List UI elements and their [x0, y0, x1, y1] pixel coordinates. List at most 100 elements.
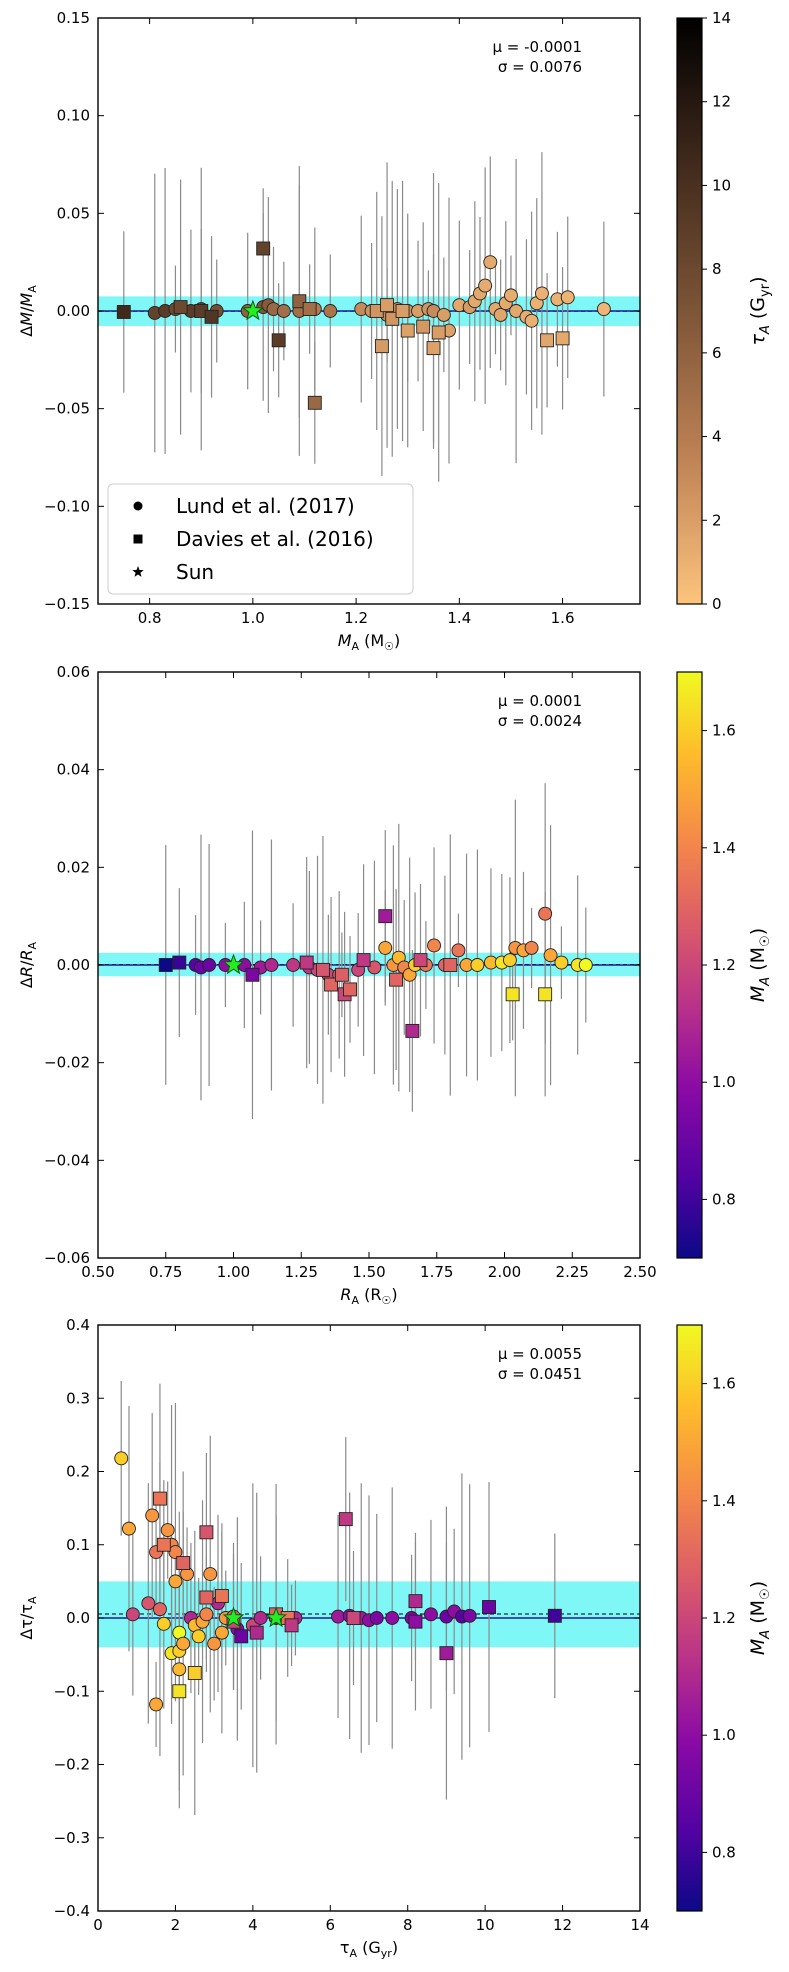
data-point-lund: [478, 278, 493, 293]
data-point-davies: [385, 311, 400, 326]
data-point-lund: [172, 1662, 187, 1677]
y-tick-label: −0.4: [54, 1902, 90, 1920]
x-tick-label: 1.4: [447, 609, 471, 627]
y-tick-label: −0.10: [44, 497, 90, 515]
data-point-davies: [158, 958, 173, 972]
x-tick-label: 6: [326, 1916, 336, 1934]
data-point-davies: [346, 1611, 361, 1625]
data-point-davies: [555, 331, 570, 346]
data-point-lund: [114, 1451, 129, 1466]
stat-sigma: σ = 0.0024: [498, 712, 582, 730]
data-point-lund: [534, 286, 549, 301]
data-point-lund: [203, 1567, 218, 1582]
data-point-lund: [502, 953, 517, 968]
x-tick-label: 1.50: [352, 1263, 385, 1281]
y-axis-label: ΔR/RA: [17, 941, 39, 988]
y-tick-label: −0.05: [44, 400, 90, 418]
colorbar-tick-label: 14: [712, 9, 731, 27]
colorbar-tick-label: 1.6: [712, 1375, 736, 1393]
data-point-davies: [284, 1618, 299, 1633]
data-point-lund: [168, 1574, 183, 1589]
data-point-lund: [578, 958, 593, 972]
data-point-lund: [122, 1521, 136, 1536]
data-point-lund: [423, 1607, 438, 1622]
data-point-lund: [168, 1545, 183, 1560]
data-point-davies: [538, 987, 553, 1002]
x-tick-label: 14: [630, 1916, 649, 1934]
data-point-davies: [343, 982, 357, 997]
data-point-davies: [234, 1629, 249, 1644]
data-point-davies: [540, 333, 555, 348]
data-point-davies: [245, 967, 260, 982]
data-point-lund: [253, 1611, 268, 1625]
colorbar-label: MA (M☉): [747, 928, 773, 1002]
data-point-lund: [214, 1625, 229, 1640]
data-point-lund: [524, 313, 539, 328]
y-tick-label: 0.06: [57, 663, 90, 681]
x-tick-label: 1.25: [285, 1263, 318, 1281]
colorbar-tick-label: 10: [712, 176, 731, 194]
data-point-sun: [222, 953, 245, 975]
x-tick-label: 2.25: [556, 1263, 589, 1281]
stat-sigma: σ = 0.0076: [498, 58, 582, 76]
data-point-lund: [331, 1609, 345, 1624]
data-point-lund: [554, 955, 569, 970]
y-axis-label: ΔM/MA: [17, 285, 39, 337]
y-tick-label: 0.00: [57, 302, 90, 320]
x-tick-label: 0.75: [149, 1263, 182, 1281]
y-tick-label: −0.04: [44, 1151, 90, 1169]
data-point-sun: [241, 299, 264, 321]
data-point-lund: [543, 948, 558, 963]
data-point-davies: [173, 300, 188, 315]
x-tick-label: 0: [93, 1916, 103, 1934]
data-point-davies: [256, 241, 271, 256]
data-point-davies: [156, 1537, 171, 1552]
data-point-lund: [149, 1697, 164, 1712]
data-point-lund: [470, 958, 485, 972]
x-tick-label: 10: [476, 1916, 495, 1934]
stat-sigma: σ = 0.0451: [498, 1365, 582, 1383]
data-point-lund: [378, 940, 393, 955]
data-point-davies: [172, 1684, 187, 1699]
legend-entry: Sun: [176, 560, 214, 584]
data-point-davies: [199, 1525, 214, 1540]
data-point-davies: [334, 967, 349, 982]
legend-box: [107, 483, 414, 595]
x-axis-label: MA (M☉): [338, 631, 401, 653]
legend: Lund et al. (2017) Davies et al. (2016) Su…: [107, 483, 414, 595]
chart-panel-3: 0 2 4 6 8 10 12 14 0.4 0.3 0.2 0.1 0.0 −0.1 −0.2 −0.3 −0…: [17, 1316, 773, 1960]
data-point-davies: [271, 333, 286, 348]
plot-area: [98, 1380, 640, 1816]
colorbar-tick-label: 0.8: [712, 1843, 736, 1861]
x-tick-label: 4: [248, 1916, 258, 1934]
data-point-lund: [191, 1629, 206, 1644]
x-tick-label: 2.50: [623, 1263, 656, 1281]
stat-mu: μ = 0.0001: [498, 692, 582, 710]
y-tick-label: 0.04: [57, 761, 90, 779]
data-point-davies: [324, 977, 339, 992]
data-point-lund: [323, 304, 338, 318]
x-tick-label: 12: [553, 1916, 572, 1934]
data-point-davies: [116, 305, 131, 319]
y-tick-label: 0.00: [57, 956, 90, 974]
chart-panel-2: 0.50 0.75 1.00 1.25 1.50 1.75 2.00 2.25 2.50 0.06…: [17, 663, 773, 1307]
y-tick-label: 0.05: [57, 204, 90, 222]
x-tick-label: 0.8: [138, 609, 162, 627]
colorbar-tick-label: 2: [712, 511, 722, 529]
data-point-davies: [176, 1556, 191, 1571]
y-tick-label: −0.02: [44, 1054, 90, 1072]
data-point-davies: [214, 1589, 229, 1603]
colorbar-tick-label: 1.4: [712, 839, 736, 857]
data-point-lund: [286, 958, 301, 972]
y-tick-label: −0.2: [54, 1756, 90, 1774]
data-point-davies: [307, 395, 322, 410]
colorbar-tick-label: 1.0: [712, 1726, 736, 1744]
y-tick-label: 0.15: [57, 9, 90, 27]
data-point-lund: [199, 1607, 214, 1622]
colorbar-tick-label: 1.0: [712, 1073, 736, 1091]
data-point-davies: [249, 1625, 264, 1640]
data-point-davies: [482, 1600, 496, 1614]
data-point-lund: [451, 943, 466, 958]
y-tick-label: 0.0: [66, 1609, 90, 1627]
colorbar: [676, 671, 703, 1259]
